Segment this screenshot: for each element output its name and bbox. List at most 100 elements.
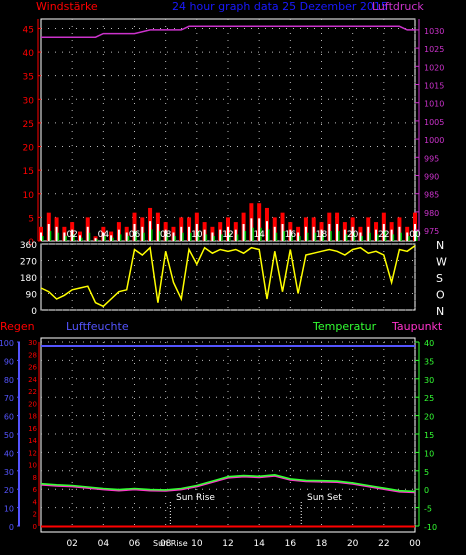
y-tick-label-rain: 10: [28, 462, 37, 470]
gust-bar: [80, 237, 83, 241]
y-tick-label-temperature: 35: [424, 357, 434, 366]
y-tick-label-pressure: 980: [424, 209, 439, 218]
wind-light-bar: [63, 232, 66, 241]
y-tick-label-rain: 2: [33, 511, 37, 519]
x-tick-label-wind: 04: [98, 230, 110, 240]
x-tick-label-climate: 02: [66, 539, 77, 549]
x-tick-label-climate: 16: [285, 539, 297, 549]
rain-title: Regen: [0, 320, 35, 333]
gust-bar: [42, 236, 44, 241]
y-tick-label-rain: 20: [28, 400, 37, 408]
y-tick-label-wind: 10: [23, 191, 35, 201]
y-tick-label-temperature: 10: [424, 449, 434, 458]
y-tick-label-pressure: 1015: [424, 82, 444, 91]
temperature-title: Temperatur: [312, 320, 377, 333]
gust-bar: [361, 236, 363, 241]
y-tick-label-humidity: 80: [4, 376, 14, 385]
x-tick-label-climate: 04: [98, 539, 110, 549]
y-tick-label-temperature: 40: [424, 339, 434, 348]
compass-label: S: [436, 272, 443, 285]
x-tick-label-wind: 14: [253, 230, 265, 240]
wind-light-bar: [40, 232, 42, 241]
gust-bar: [151, 229, 153, 241]
wind-light-bar: [375, 229, 378, 241]
y-tick-label-direction: 270: [20, 258, 37, 268]
compass-label: O: [436, 289, 445, 302]
y-tick-label-temperature: 0: [424, 486, 429, 495]
wind-light-bar: [94, 238, 97, 241]
y-tick-label-rain: 4: [33, 498, 38, 506]
y-tick-label-rain: 18: [28, 413, 37, 421]
x-tick-label-climate: 12: [222, 539, 233, 549]
gust-bar: [416, 231, 418, 241]
gust-bar: [88, 232, 91, 241]
y-tick-label-pressure: 1000: [424, 136, 444, 145]
wind-light-bar: [297, 232, 300, 241]
gust-bar: [353, 232, 356, 241]
gust-bar: [221, 234, 223, 241]
dewpoint-line: [40, 475, 416, 494]
sun-rise-tick-label: Sun Rise: [153, 539, 188, 548]
wind-light-bar: [414, 223, 416, 241]
y-tick-label-wind: 20: [23, 144, 35, 154]
climate-grid: [41, 341, 416, 527]
gust-bar: [400, 232, 402, 241]
gust-bar: [314, 232, 317, 241]
wind-light-bar: [55, 226, 58, 241]
gust-bar: [166, 234, 169, 241]
x-tick-label-climate: 00: [409, 539, 421, 549]
x-tick-label-climate: 22: [378, 539, 389, 549]
compass-label: W: [436, 256, 447, 269]
wind-light-bar: [398, 226, 401, 241]
gust-bar: [57, 232, 60, 241]
wind-light-bar: [382, 223, 385, 241]
wind-light-bar: [125, 232, 128, 241]
x-tick-label-climate: 08: [160, 539, 172, 549]
gust-bar: [197, 231, 200, 241]
x-tick-label-climate: 10: [191, 539, 203, 549]
wind-light-bar: [195, 223, 198, 241]
gust-bar: [119, 234, 122, 241]
gust-bar: [283, 231, 286, 241]
y-tick-label-humidity: 30: [4, 468, 14, 477]
y-tick-label-wind: 35: [23, 73, 34, 83]
wind-light-bar: [406, 232, 409, 241]
y-tick-label-direction: 360: [20, 241, 37, 251]
y-tick-label-wind: 5: [28, 214, 34, 224]
y-tick-label-rain: 16: [28, 425, 37, 433]
climate-axis: -10-505101520253035400102030405060708090…: [0, 339, 437, 549]
gust-bar: [143, 232, 145, 241]
wind-light-bar: [304, 226, 307, 241]
y-tick-label-pressure: 985: [424, 191, 439, 200]
x-tick-label-wind: 02: [66, 230, 77, 240]
x-tick-label-wind: 18: [316, 230, 328, 240]
wind-light-bar: [359, 232, 362, 241]
y-tick-label-rain: 24: [28, 376, 37, 384]
y-tick-label-wind: 15: [23, 167, 34, 177]
y-tick-label-temperature: 20: [424, 413, 434, 422]
wind-light-bar: [242, 223, 245, 241]
y-tick-label-pressure: 1005: [424, 118, 444, 127]
y-tick-label-rain: 6: [33, 486, 38, 494]
wind-light-bar: [133, 223, 136, 241]
gust-bar: [96, 239, 99, 241]
gust-bar: [345, 234, 348, 241]
y-tick-label-direction: 0: [31, 307, 37, 317]
wind-axis: 0510152025303540459759809859909951000100…: [23, 19, 444, 248]
gust-bar: [275, 232, 278, 241]
dewpoint-title: Taupunkt: [391, 320, 443, 333]
gust-bar: [229, 232, 231, 241]
compass-label: N: [436, 305, 444, 318]
gust-bar: [213, 236, 215, 241]
y-tick-label-direction: 90: [26, 291, 38, 301]
wind-light-bar: [343, 229, 346, 241]
y-tick-label-pressure: 1025: [424, 45, 444, 54]
wind-light-bar: [188, 226, 191, 241]
direction-line: [40, 245, 416, 308]
direction-grid: [41, 243, 416, 311]
y-tick-label-humidity: 50: [4, 431, 14, 440]
y-tick-label-temperature: -10: [424, 523, 437, 532]
gust-bar: [377, 234, 379, 241]
wind-light-bar: [281, 223, 284, 241]
compass-label: N: [436, 239, 444, 252]
